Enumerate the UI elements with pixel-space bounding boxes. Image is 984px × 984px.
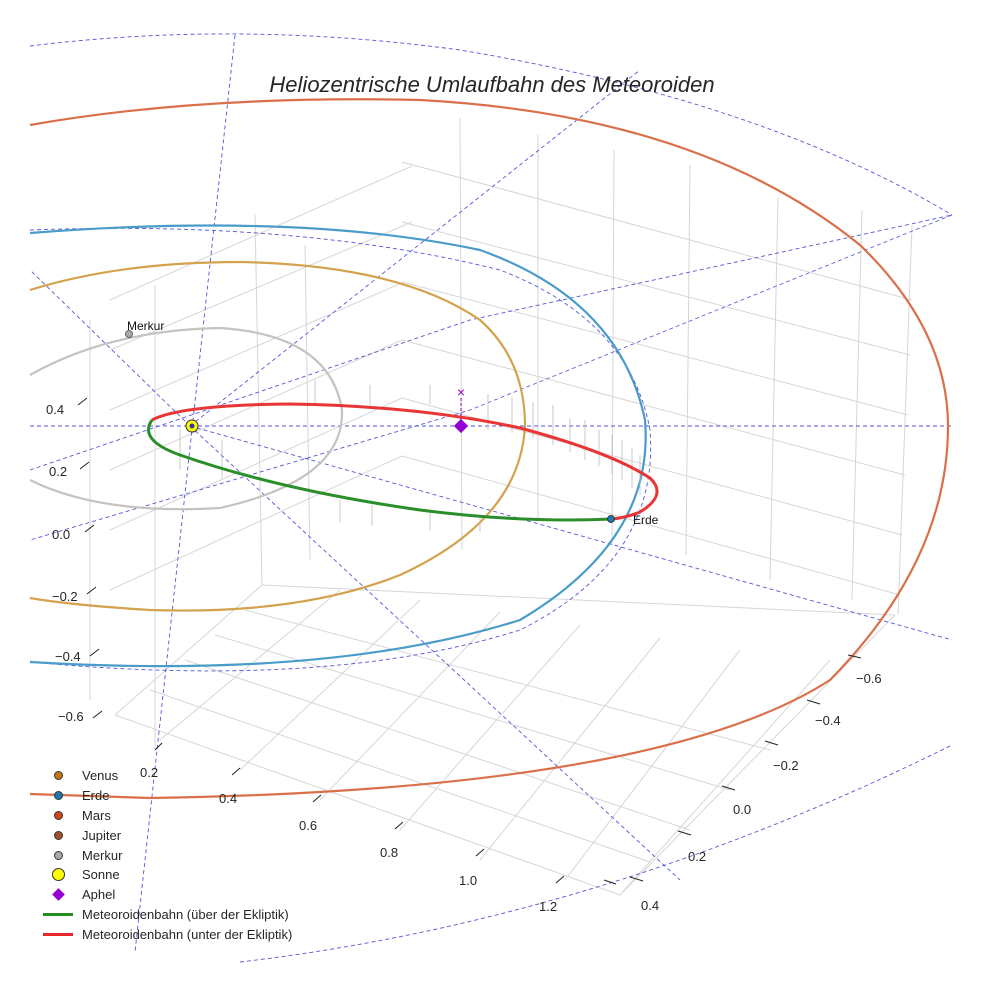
z-axis [77,397,103,719]
venus-dot-icon [38,769,78,783]
legend-label: Mars [82,807,111,823]
legend: Venus Erde Mars Jupiter Merkur Sonne Aph… [38,766,292,944]
mercury-annotation: Merkur [127,319,164,333]
y-tick-label: −0.6 [856,671,882,686]
red-line-icon [38,927,78,941]
meteoroid-orbit-below [151,402,659,521]
x-tick-label: 1.0 [459,873,477,888]
earth-orbit [29,224,647,668]
legend-item-meteor-above[interactable]: Meteoroidenbahn (über der Ekliptik) [38,905,292,925]
diamond-icon [38,888,78,902]
mercury-marker[interactable] [125,330,133,338]
earth-dot-icon [38,789,78,803]
y-axis [629,654,862,882]
y-tick-label: 0.0 [733,802,751,817]
mars-orbit [29,98,950,800]
x-axis [154,742,617,885]
earth-annotation: Erde [633,513,659,527]
z-tick-label: 0.2 [49,464,67,479]
legend-label: Meteoroidenbahn (über der Ekliptik) [82,906,289,922]
z-tick-label: −0.2 [52,589,78,604]
z-tick-label: −0.6 [58,709,84,724]
y-tick-label: −0.2 [773,758,799,773]
jupiter-dot-icon [38,828,78,842]
earth-marker[interactable] [607,515,615,523]
sun-dot-icon [38,868,78,882]
mars-dot-icon [38,808,78,822]
y-tick-label: 0.4 [641,898,659,913]
z-tick-label: −0.4 [55,649,81,664]
x-tick-label: 0.6 [299,818,317,833]
legend-label: Jupiter [82,827,122,843]
legend-item-venus[interactable]: Venus [38,766,292,786]
legend-label: Meteoroidenbahn (unter der Ekliptik) [82,926,293,942]
grid-back-wall [89,117,913,896]
x-tick-label: 1.2 [539,899,557,914]
x-tick-label: 0.4 [219,791,237,806]
aphel-projection-x-icon: × [457,384,465,400]
mercury-dot-icon [38,848,78,862]
meteoroid-orbit-above [147,419,613,522]
legend-item-jupiter[interactable]: Jupiter [38,825,292,845]
legend-item-sonne[interactable]: Sonne [38,865,292,885]
green-line-icon [38,907,78,921]
legend-label: Sonne [82,867,120,883]
y-tick-label: −0.4 [815,713,841,728]
legend-item-erde[interactable]: Erde [38,786,292,806]
guide-dashed-lines [29,33,953,963]
legend-label: Erde [82,788,110,804]
z-tick-label: 0.4 [46,402,64,417]
chart-title: Heliozentrische Umlaufbahn des Meteoroid… [269,72,715,97]
legend-label: Merkur [82,847,123,863]
legend-item-aphel[interactable]: Aphel [38,885,292,905]
legend-label: Aphel [82,887,116,903]
sun-marker[interactable] [185,419,199,433]
x-tick-label: 0.8 [380,845,398,860]
aphel-marker[interactable]: × [453,384,469,434]
legend-item-meteor-below[interactable]: Meteoroidenbahn (unter der Ekliptik) [38,924,292,944]
z-tick-label: 0.0 [52,527,70,542]
x-tick-label: 0.2 [140,765,158,780]
y-tick-label: 0.2 [688,849,706,864]
projection-stems [179,380,641,532]
mercury-orbit [29,326,344,511]
legend-label: Venus [82,768,119,784]
venus-orbit [29,260,527,612]
legend-item-merkur[interactable]: Merkur [38,845,292,865]
legend-item-mars[interactable]: Mars [38,806,292,826]
